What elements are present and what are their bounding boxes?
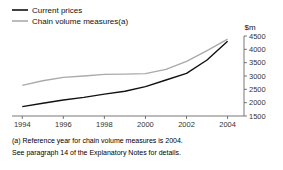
legend: Current prices Chain volume measures(a)	[12, 6, 128, 26]
y-tick	[244, 89, 247, 90]
y-tick	[244, 102, 247, 103]
y-tick-label: 2500	[249, 85, 266, 94]
footnote: (a) Reference year for chain volume meas…	[12, 137, 183, 145]
x-tick	[22, 116, 23, 119]
x-tick	[227, 116, 228, 119]
legend-label: Chain volume measures(a)	[32, 17, 128, 26]
y-tick-label: 3500	[249, 58, 266, 67]
x-tick-label: 1994	[14, 120, 31, 129]
x-tick	[186, 116, 187, 119]
x-tick	[145, 116, 146, 119]
footnote: See paragraph 14 of the Explanatory Note…	[12, 149, 181, 157]
legend-swatch	[12, 20, 28, 22]
y-tick-label: 4000	[249, 45, 266, 54]
x-tick-label: 1996	[55, 120, 72, 129]
y-tick	[244, 36, 247, 37]
chart: 1994 1996 1998 2000 2002 2004 1500 2000 2500 3000…	[0, 0, 283, 170]
y-tick	[244, 62, 247, 63]
series-line	[22, 39, 227, 85]
legend-label: Current prices	[32, 6, 82, 15]
plot-area	[22, 39, 227, 106]
y-tick-label: 4500	[249, 32, 266, 41]
legend-swatch	[12, 9, 28, 11]
x-tick	[104, 116, 105, 119]
y-axis-label: $m	[244, 23, 255, 32]
y-tick-label: 1500	[249, 112, 266, 121]
x-tick-label: 2004	[219, 120, 236, 129]
x-axis	[12, 116, 244, 117]
x-tick-label: 1998	[96, 120, 113, 129]
y-tick	[244, 76, 247, 77]
x-tick-label: 2000	[137, 120, 154, 129]
y-tick	[244, 116, 247, 117]
y-tick	[244, 49, 247, 50]
y-tick-label: 3000	[249, 72, 266, 81]
x-tick	[63, 116, 64, 119]
x-tick-label: 2002	[178, 120, 195, 129]
y-tick-label: 2000	[249, 98, 266, 107]
